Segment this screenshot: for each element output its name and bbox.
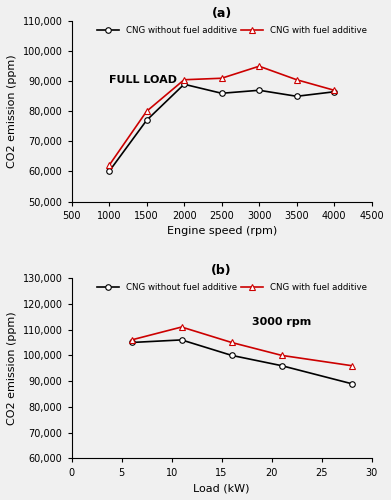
Text: 3000 rpm: 3000 rpm xyxy=(252,316,311,326)
CNG without fuel additive xyxy=(129,340,134,345)
CNG without fuel additive xyxy=(279,362,284,368)
Line: CNG with fuel additive: CNG with fuel additive xyxy=(106,64,337,168)
Title: (a): (a) xyxy=(212,7,232,20)
CNG without fuel additive xyxy=(144,118,149,124)
CNG with fuel additive xyxy=(107,162,111,168)
CNG with fuel additive xyxy=(144,108,149,114)
CNG without fuel additive xyxy=(257,88,262,94)
CNG with fuel additive xyxy=(182,76,187,82)
CNG with fuel additive xyxy=(229,340,234,345)
Legend: CNG without fuel additive, CNG with fuel additive: CNG without fuel additive, CNG with fuel… xyxy=(94,23,370,38)
CNG without fuel additive xyxy=(107,168,111,174)
CNG without fuel additive xyxy=(332,89,337,95)
CNG with fuel additive xyxy=(179,324,184,330)
CNG with fuel additive xyxy=(219,75,224,81)
X-axis label: Engine speed (rpm): Engine speed (rpm) xyxy=(167,226,277,236)
CNG without fuel additive xyxy=(182,82,187,87)
CNG without fuel additive xyxy=(350,380,354,386)
CNG with fuel additive xyxy=(350,362,354,368)
Legend: CNG without fuel additive, CNG with fuel additive: CNG without fuel additive, CNG with fuel… xyxy=(94,280,370,295)
CNG without fuel additive xyxy=(219,90,224,96)
Y-axis label: CO2 emission (ppm): CO2 emission (ppm) xyxy=(7,54,17,168)
Title: (b): (b) xyxy=(211,264,232,277)
Line: CNG without fuel additive: CNG without fuel additive xyxy=(129,337,355,386)
CNG without fuel additive xyxy=(229,352,234,358)
CNG without fuel additive xyxy=(179,337,184,343)
CNG with fuel additive xyxy=(279,352,284,358)
Line: CNG without fuel additive: CNG without fuel additive xyxy=(106,82,337,174)
CNG with fuel additive xyxy=(294,76,299,82)
CNG without fuel additive xyxy=(294,94,299,100)
CNG with fuel additive xyxy=(129,337,134,343)
Y-axis label: CO2 emission (ppm): CO2 emission (ppm) xyxy=(7,312,17,425)
CNG with fuel additive xyxy=(257,63,262,69)
X-axis label: Load (kW): Load (kW) xyxy=(194,483,250,493)
Text: FULL LOAD: FULL LOAD xyxy=(109,75,177,85)
CNG with fuel additive xyxy=(332,88,337,94)
Line: CNG with fuel additive: CNG with fuel additive xyxy=(129,324,355,368)
